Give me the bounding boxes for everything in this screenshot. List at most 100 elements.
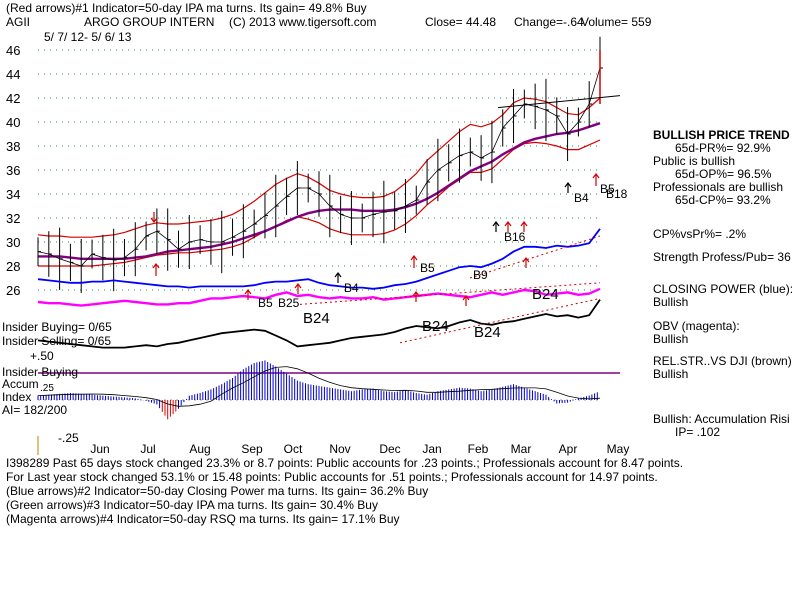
footer-blue-arrows: (Blue arrows)#2 Indicator=50-day Closing… <box>6 484 429 498</box>
rel-strength-title: REL.STR..VS DJI (brown) <box>653 354 792 368</box>
red-up-arrow-6-head <box>504 221 512 227</box>
month-Feb: Feb <box>468 442 489 456</box>
acc-plus-50: +.50 <box>30 349 54 363</box>
pr-pct: 65d-PR%= 92.9% <box>675 141 771 155</box>
signal-b25: B25 <box>278 296 300 310</box>
footer-65day: Past 65 days stock changed 23.3% or 8.7 … <box>52 456 684 470</box>
ticker: AGII <box>6 15 31 29</box>
y-tick-38: 38 <box>6 139 20 154</box>
footer-line-1: I398289 Past 65 days stock changed 23.3%… <box>6 456 683 470</box>
index-label: Index <box>2 390 32 404</box>
signal-b24-2: B24 <box>422 318 449 335</box>
black-up-arrow-2-head <box>564 182 572 188</box>
month-Nov: Nov <box>329 442 350 456</box>
month-May: May <box>607 442 630 456</box>
rs-trend-line <box>399 297 601 344</box>
insider-buying: Insider Buying= 0/65 <box>2 320 112 334</box>
signal-b5-3: B5 <box>600 182 615 196</box>
price-line <box>37 67 601 267</box>
red-up-arrow-2-head <box>294 283 302 289</box>
closing-power-title: CLOSING POWER (blue): <box>653 282 794 296</box>
obv-title: OBV (magenta): <box>653 319 740 333</box>
month-Jun: Jun <box>90 442 109 456</box>
y-tick-30: 30 <box>6 235 20 250</box>
red-up-arrow-4-head <box>412 291 420 297</box>
red-up-arrow-8-head <box>522 257 530 263</box>
signal-b24: B24 <box>303 310 330 327</box>
closing-power-line <box>37 228 601 290</box>
footer-green-arrows: (Green arrows)#3 Indicator=50-day IPA ma… <box>6 498 378 512</box>
footer-last-year: For Last year stock changed 53.1% or 15.… <box>6 470 658 484</box>
obv-trend-line <box>299 282 601 305</box>
cp-trend-line <box>469 235 601 279</box>
y-tick-46: 46 <box>6 43 20 58</box>
accumulation-title: Bullish: Accumulation Risi <box>653 412 790 426</box>
copyright: (C) 2013 www.tigersoft.com <box>229 15 377 29</box>
signal-b5-2: B5 <box>420 261 435 275</box>
month-Aug: Aug <box>189 442 210 456</box>
y-tick-26: 26 <box>6 283 20 298</box>
professionals-status: Professionals are bullish <box>653 180 784 194</box>
rel-strength-line <box>37 299 601 349</box>
signal-b24-3: B24 <box>474 324 501 341</box>
cp-pct: 65d-CP%= 93.2% <box>675 193 771 207</box>
signal-b4: B4 <box>344 281 359 295</box>
insider-buying-label: Insider Buying <box>2 365 79 379</box>
y-tick-40: 40 <box>6 115 20 130</box>
footer-prefix: I398289 <box>6 456 50 470</box>
obv-line <box>37 287 601 307</box>
black-up-arrow-1-head <box>492 221 500 227</box>
y-tick-32: 32 <box>6 211 20 226</box>
accum-label: Accum <box>2 377 39 391</box>
y-tick-34: 34 <box>6 187 20 202</box>
close-value: Close= 44.48 <box>425 15 497 29</box>
signal-b5: B5 <box>258 296 273 310</box>
red-arrows-indicator: (Red arrows)#1 Indicator=50-day IPA ma t… <box>6 1 367 15</box>
signal-b9: B9 <box>473 268 488 282</box>
month-Jul: Jul <box>140 442 155 456</box>
y-tick-36: 36 <box>6 163 20 178</box>
month-Sep: Sep <box>241 442 263 456</box>
op-pct: 65d-OP%= 96.5% <box>675 167 772 181</box>
ai-value: AI= 182/200 <box>2 403 68 417</box>
month-Dec: Dec <box>379 442 400 456</box>
red-down-arrow-head <box>150 217 158 223</box>
red-up-arrow-3-head <box>410 255 418 261</box>
cp-vs-pr: CP%vsPr%= .2% <box>653 227 747 241</box>
signal-b16: B16 <box>504 230 526 244</box>
red-up-arrow-9-head <box>592 173 600 179</box>
month-Jan: Jan <box>422 442 441 456</box>
resistance-line <box>497 95 621 109</box>
signal-b24-4: B24 <box>532 286 559 303</box>
red-up-arrow-1-head <box>244 289 252 295</box>
public-status: Public is bullish <box>653 154 736 168</box>
red-up-arrow-5-head <box>462 295 470 301</box>
month-Mar: Mar <box>511 442 532 456</box>
acc-minus-25: -.25 <box>58 431 79 445</box>
signal-b4-2: B4 <box>574 191 589 205</box>
red-up-arrow-7-head <box>520 221 528 227</box>
closing-power-status: Bullish <box>653 295 689 309</box>
rel-strength-status: Bullish <box>653 367 689 381</box>
volume-value: Volume= 559 <box>581 15 652 29</box>
date-range: 5/ 7/ 12- 5/ 6/ 13 <box>44 30 132 44</box>
company-name: ARGO GROUP INTERN <box>84 15 215 29</box>
signal-b18: B18 <box>606 187 628 201</box>
obv-status: Bullish <box>653 332 689 346</box>
trend-title: BULLISH PRICE TREND <box>653 128 790 142</box>
month-Oct: Oct <box>284 442 303 456</box>
lower-band-line <box>38 139 601 267</box>
ip-value: IP= .102 <box>675 425 721 439</box>
strength-ratio: Strength Profess/Pub= 36 <box>653 250 791 264</box>
y-tick-42: 42 <box>6 91 20 106</box>
insider-selling: Insider Selling= 0/65 <box>2 334 112 348</box>
red-up-arrow-0-head <box>152 263 160 269</box>
y-tick-28: 28 <box>6 259 20 274</box>
change-value: Change=-.64 <box>514 15 584 29</box>
footer-magenta-arrows: (Magenta arrows)#4 Indicator=50-day RSQ … <box>6 512 400 526</box>
accum-ma-line <box>37 366 601 407</box>
y-tick-44: 44 <box>6 67 20 82</box>
black-up-arrow-0-head <box>334 272 342 278</box>
acc-25: .25 <box>40 383 54 394</box>
